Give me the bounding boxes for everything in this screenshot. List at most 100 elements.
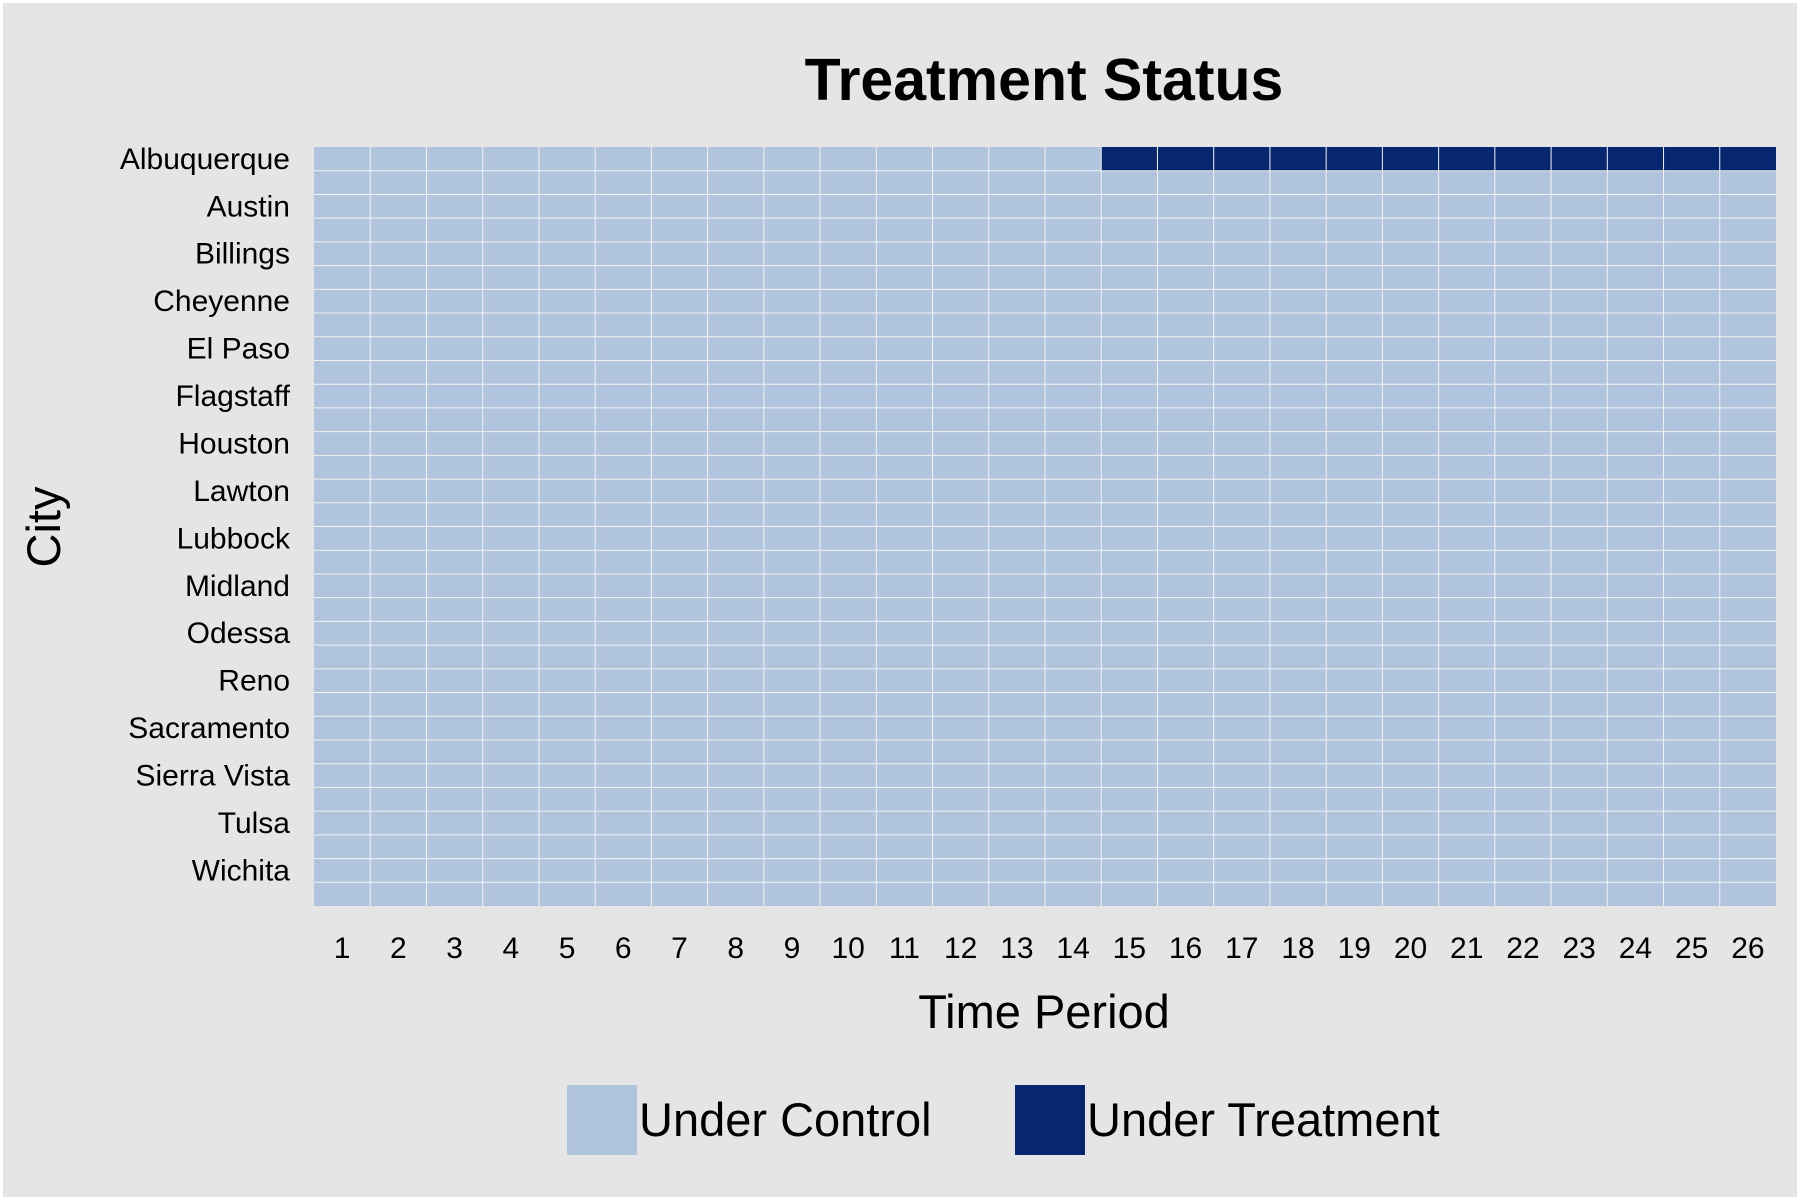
chart-title: Treatment Status [805,47,1284,113]
heatmap-cell [763,431,821,456]
x-tick-label: 4 [502,932,519,965]
heatmap-cell [538,170,596,195]
heatmap-cell [595,479,652,503]
heatmap-cell [707,407,764,432]
heatmap-cell [763,692,821,717]
heatmap-cell [482,526,539,551]
heatmap-cell [876,147,933,171]
heatmap-cell [370,834,427,859]
x-tick-label: 24 [1619,932,1652,965]
heatmap-cell [370,573,427,598]
heatmap-cell [1494,241,1552,266]
heatmap-cell [988,716,1045,740]
heatmap-cell [1101,573,1158,598]
heatmap-cell [820,431,877,456]
heatmap-cell [1213,645,1270,669]
heatmap-cell [988,147,1045,171]
heatmap-cell [1494,787,1552,812]
heatmap-cell [1494,479,1552,503]
heatmap-cell [820,645,877,669]
heatmap-cell [820,763,877,788]
heatmap-cell [426,550,483,574]
heatmap-cell [932,241,989,266]
heatmap-cell [876,407,933,432]
heatmap-cell [820,455,877,480]
heatmap-cell [651,692,708,717]
heatmap-cell [1382,265,1439,290]
heatmap-cell [1269,336,1327,361]
x-tick-label: 2 [390,932,407,965]
heatmap-cell [932,194,989,219]
heatmap-cell [932,147,989,171]
heatmap-cell [1045,763,1102,788]
heatmap-cell [1213,787,1270,812]
heatmap-cell [1663,550,1720,574]
heatmap-cell [426,170,483,195]
heatmap-cell [820,384,877,408]
heatmap-cell [538,811,596,835]
heatmap-cell [482,787,539,812]
heatmap-cell [1269,573,1327,598]
heatmap-cell [1663,147,1720,171]
heatmap-cell [651,882,708,906]
heatmap-cell [1494,811,1552,835]
heatmap-cell [1326,692,1383,717]
heatmap-cell [1551,407,1608,432]
heatmap-cell [1101,218,1158,242]
heatmap-cell [482,241,539,266]
x-tick-label: 21 [1450,932,1483,965]
heatmap-cell [1719,645,1776,669]
heatmap-cell [932,858,989,883]
heatmap-cell [595,170,652,195]
heatmap-cell [1269,360,1327,385]
heatmap-cell [763,384,821,408]
heatmap-cell [988,550,1045,574]
y-tick-label: Midland [185,570,290,603]
heatmap-cell [707,739,764,764]
heatmap-cell [1269,834,1327,859]
heatmap-cell [1101,668,1158,693]
heatmap-cell [1326,147,1383,171]
heatmap-cell [595,265,652,290]
heatmap-cell [1157,170,1214,195]
heatmap-cell [651,431,708,456]
heatmap-cell [1326,313,1383,337]
heatmap-cell [538,668,596,693]
heatmap-cell [314,313,371,337]
heatmap-cell [820,194,877,219]
heatmap-cell [1045,668,1102,693]
heatmap-cell [370,170,427,195]
heatmap-cell [1438,834,1495,859]
heatmap-cell [1382,668,1439,693]
heatmap-cell [1157,502,1214,527]
heatmap-cell [707,502,764,527]
heatmap-cell [314,882,371,906]
heatmap-cell [1101,455,1158,480]
heatmap-cell [932,787,989,812]
heatmap-cell [314,763,371,788]
heatmap-cell [988,241,1045,266]
heatmap-cell [932,645,989,669]
heatmap-cell [595,739,652,764]
heatmap-cell [1494,336,1552,361]
heatmap-cell [1101,550,1158,574]
heatmap-cell [1438,407,1495,432]
heatmap-cell [1269,479,1327,503]
heatmap-cell [1551,170,1608,195]
heatmap-cell [1213,336,1270,361]
heatmap-cell [538,858,596,883]
heatmap-cell [538,265,596,290]
heatmap-cell [707,526,764,551]
heatmap-cell [370,241,427,266]
heatmap-cell [1663,858,1720,883]
heatmap-cell [1326,336,1383,361]
heatmap-cell [1663,573,1720,598]
heatmap-cell [482,645,539,669]
heatmap-cell [314,834,371,859]
heatmap-cell [988,431,1045,456]
heatmap-cell [820,479,877,503]
heatmap-cell [820,502,877,527]
heatmap-cell [1045,882,1102,906]
heatmap-cell [651,858,708,883]
heatmap-cell [314,479,371,503]
